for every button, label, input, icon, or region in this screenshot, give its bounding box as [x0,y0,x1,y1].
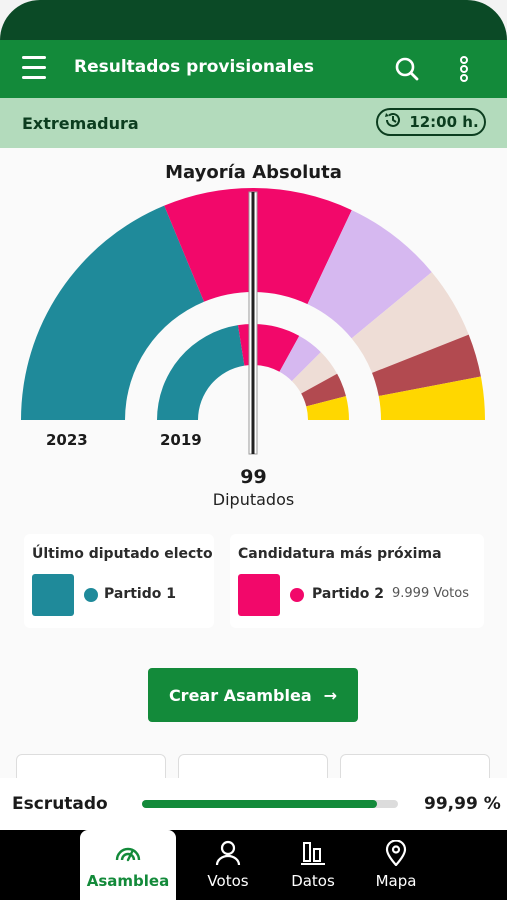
majority-seat-label: Diputados [212,490,295,509]
main-content: Mayoría Absoluta 2023 2019 99 Diputados … [0,148,507,796]
last-elected-dot [84,588,98,602]
nav-item-datos[interactable]: Datos [265,830,361,900]
create-assembly-button[interactable]: Crear Asamblea → [148,668,358,722]
seat-segment-2023-3 [307,210,432,339]
region-name: Extremadura [22,114,139,133]
closest-party: Partido 2 [312,586,384,602]
closest-title: Candidatura más próxima [238,546,442,562]
more-options-icon[interactable] [452,54,476,84]
window-top-cap [0,0,507,40]
nav-item-mapa[interactable]: Mapa [348,830,444,900]
nav-label-votos: Votos [207,872,249,890]
seat-segment-2019-3 [279,335,321,382]
nav-label-datos: Datos [291,872,335,890]
year-label-outer: 2023 [46,431,88,449]
last-elected-card: Último diputado electo Partido 1 [24,534,214,628]
scrutiny-progress-track [142,800,398,808]
last-elected-party: Partido 1 [104,586,176,602]
search-icon[interactable] [392,54,422,84]
seat-segment-2019-4 [291,352,338,394]
time-selector[interactable]: 12:00 h. [376,108,486,136]
seat-segment-2019-6 [306,396,349,420]
scrutiny-bar: Escrutado 99,99 % [0,778,507,830]
seat-segment-2023-4 [351,272,469,373]
user-icon [214,840,242,866]
closest-votes: 9.999 Votos [392,586,470,601]
clock-history-icon [383,110,403,134]
closest-dot [290,588,304,602]
region-bar: Extremadura 12:00 h. [0,98,507,148]
nav-label-asamblea: Asamblea [86,872,170,890]
last-elected-swatch [32,574,74,616]
hemicycle-chart [21,188,485,455]
seat-segment-2023-6 [378,376,485,420]
scrutiny-label: Escrutado [12,794,108,814]
majority-seat-count: 99 [240,466,267,488]
seat-segment-2023-1 [164,188,253,302]
closest-swatch [238,574,280,616]
last-elected-title: Último diputado electo [32,546,213,562]
scrutiny-value: 99,99 % [424,794,501,814]
nav-item-asamblea[interactable]: Asamblea [80,830,176,900]
time-label: 12:00 h. [409,113,479,131]
hamburger-menu-icon[interactable] [22,56,52,82]
app-bar: Resultados provisionales [0,40,507,98]
seat-segment-2023-2 [253,188,352,305]
seat-segment-2019-5 [301,373,346,407]
chart-title: Mayoría Absoluta [165,162,342,183]
closest-candidacy-card: Candidatura más próxima Partido 2 9.999 … [230,534,484,628]
year-label-inner: 2019 [160,431,202,449]
nav-label-mapa: Mapa [375,872,417,890]
gauge-icon [114,840,142,866]
seat-segment-2019-0 [157,325,245,420]
nav-item-votos[interactable]: Votos [180,830,276,900]
majority-line-core [251,192,255,454]
scrutiny-progress-fill [142,800,378,808]
seat-segment-2023-0 [21,205,205,420]
bottom-navigation: Asamblea Votos Datos Mapa [0,830,507,900]
seat-segment-2019-2 [253,324,300,372]
bar-chart-icon [299,840,327,866]
map-pin-icon [382,839,410,867]
seat-segment-2023-5 [372,334,481,397]
page-title: Resultados provisionales [74,57,314,77]
arrow-right-icon: → [323,685,338,705]
create-assembly-label: Crear Asamblea [168,685,312,705]
